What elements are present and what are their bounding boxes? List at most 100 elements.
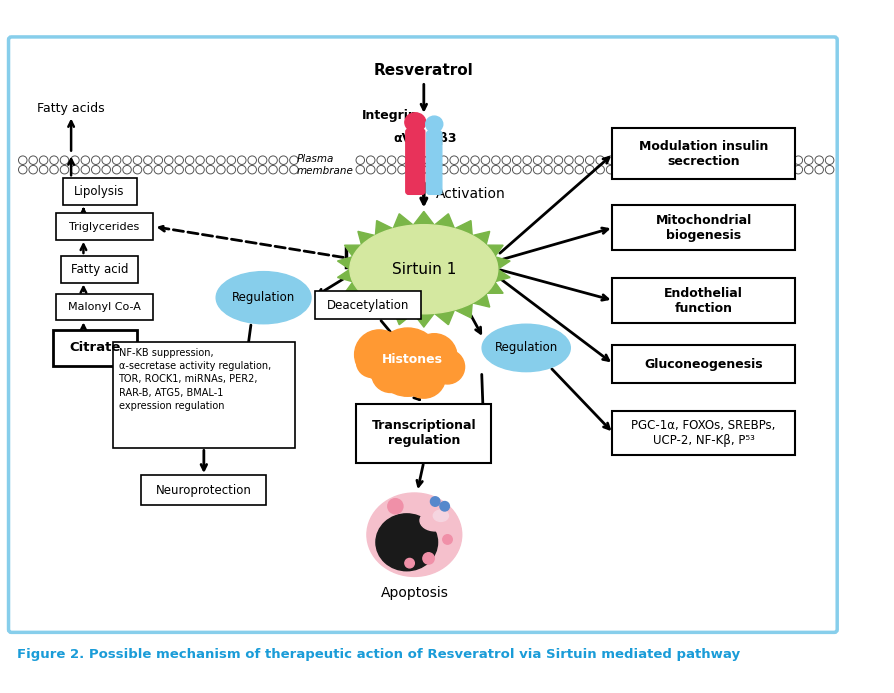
Circle shape: [367, 156, 375, 164]
Ellipse shape: [376, 514, 437, 571]
Circle shape: [825, 166, 834, 174]
FancyBboxPatch shape: [113, 342, 295, 448]
FancyBboxPatch shape: [426, 131, 442, 194]
Circle shape: [71, 156, 80, 164]
Circle shape: [227, 166, 236, 174]
Circle shape: [544, 166, 552, 174]
Circle shape: [154, 166, 163, 174]
Circle shape: [763, 166, 772, 174]
Text: Fatty acids: Fatty acids: [38, 102, 105, 114]
FancyBboxPatch shape: [56, 213, 153, 240]
Circle shape: [544, 156, 552, 164]
Circle shape: [659, 156, 667, 164]
Circle shape: [357, 347, 387, 377]
Circle shape: [512, 166, 521, 174]
Text: Regulation: Regulation: [494, 342, 558, 354]
Circle shape: [50, 166, 58, 174]
Ellipse shape: [367, 493, 461, 577]
Circle shape: [144, 166, 152, 174]
Ellipse shape: [426, 116, 443, 132]
Circle shape: [258, 156, 267, 164]
FancyBboxPatch shape: [406, 129, 425, 194]
Circle shape: [39, 166, 48, 174]
Circle shape: [367, 166, 375, 174]
Circle shape: [175, 166, 183, 174]
Circle shape: [565, 166, 573, 174]
Circle shape: [122, 166, 131, 174]
Circle shape: [711, 166, 719, 174]
Ellipse shape: [350, 225, 498, 314]
Circle shape: [387, 166, 396, 174]
FancyBboxPatch shape: [612, 204, 795, 250]
FancyBboxPatch shape: [612, 128, 795, 179]
Text: Apoptosis: Apoptosis: [380, 586, 448, 601]
Circle shape: [825, 156, 834, 164]
Circle shape: [60, 166, 69, 174]
Circle shape: [773, 156, 781, 164]
Circle shape: [430, 497, 440, 507]
FancyBboxPatch shape: [357, 404, 491, 463]
Circle shape: [805, 156, 813, 164]
Circle shape: [269, 166, 277, 174]
Circle shape: [29, 166, 38, 174]
Circle shape: [440, 156, 448, 164]
Text: PGC-1α, FOXOs, SREBPs,
UCP-2, NF-Kβ, P⁵³: PGC-1α, FOXOs, SREBPs, UCP-2, NF-Kβ, P⁵³: [631, 419, 776, 447]
Circle shape: [269, 156, 277, 164]
Circle shape: [144, 156, 152, 164]
Circle shape: [606, 166, 615, 174]
Circle shape: [154, 156, 163, 164]
Text: Modulation insulin
secrection: Modulation insulin secrection: [639, 139, 768, 168]
Circle shape: [784, 156, 792, 164]
Circle shape: [81, 156, 89, 164]
Circle shape: [216, 166, 225, 174]
Circle shape: [207, 166, 215, 174]
Circle shape: [102, 156, 111, 164]
Ellipse shape: [434, 510, 449, 521]
Circle shape: [575, 166, 584, 174]
Text: Sirtuin 1: Sirtuin 1: [392, 262, 456, 277]
Circle shape: [648, 166, 656, 174]
Circle shape: [731, 166, 740, 174]
Circle shape: [418, 156, 427, 164]
Text: Activation: Activation: [436, 187, 506, 202]
Circle shape: [398, 156, 406, 164]
Circle shape: [164, 156, 173, 164]
Circle shape: [617, 166, 625, 174]
Circle shape: [700, 156, 709, 164]
Circle shape: [637, 156, 646, 164]
Circle shape: [440, 502, 450, 511]
Text: Fatty acid: Fatty acid: [71, 263, 129, 276]
Circle shape: [659, 166, 667, 174]
Circle shape: [207, 156, 215, 164]
Circle shape: [534, 156, 542, 164]
Circle shape: [481, 166, 490, 174]
Circle shape: [679, 166, 687, 174]
Circle shape: [175, 156, 183, 164]
Text: Histones: Histones: [382, 353, 443, 366]
Circle shape: [409, 166, 417, 174]
Text: Deacetylation: Deacetylation: [326, 299, 409, 312]
Circle shape: [628, 166, 636, 174]
Circle shape: [411, 334, 457, 379]
Circle shape: [460, 166, 468, 174]
Circle shape: [460, 156, 468, 164]
Circle shape: [258, 166, 267, 174]
Circle shape: [586, 166, 594, 174]
Circle shape: [113, 156, 121, 164]
Circle shape: [690, 156, 698, 164]
Circle shape: [196, 166, 205, 174]
Text: Plasma
membrane: Plasma membrane: [297, 154, 354, 176]
Circle shape: [248, 166, 257, 174]
Circle shape: [39, 156, 48, 164]
Text: NF-KB suppression,
α-secretase activity regulation,
TOR, ROCK1, miRNAs, PER2,
RA: NF-KB suppression, α-secretase activity …: [119, 348, 271, 411]
Text: Integrin: Integrin: [362, 109, 417, 122]
Circle shape: [471, 166, 479, 174]
Circle shape: [554, 166, 562, 174]
Circle shape: [238, 156, 246, 164]
Ellipse shape: [216, 272, 311, 324]
Circle shape: [596, 156, 604, 164]
Text: Gluconeogenesis: Gluconeogenesis: [645, 358, 763, 371]
Circle shape: [596, 166, 604, 174]
Circle shape: [133, 166, 142, 174]
Circle shape: [71, 166, 80, 174]
